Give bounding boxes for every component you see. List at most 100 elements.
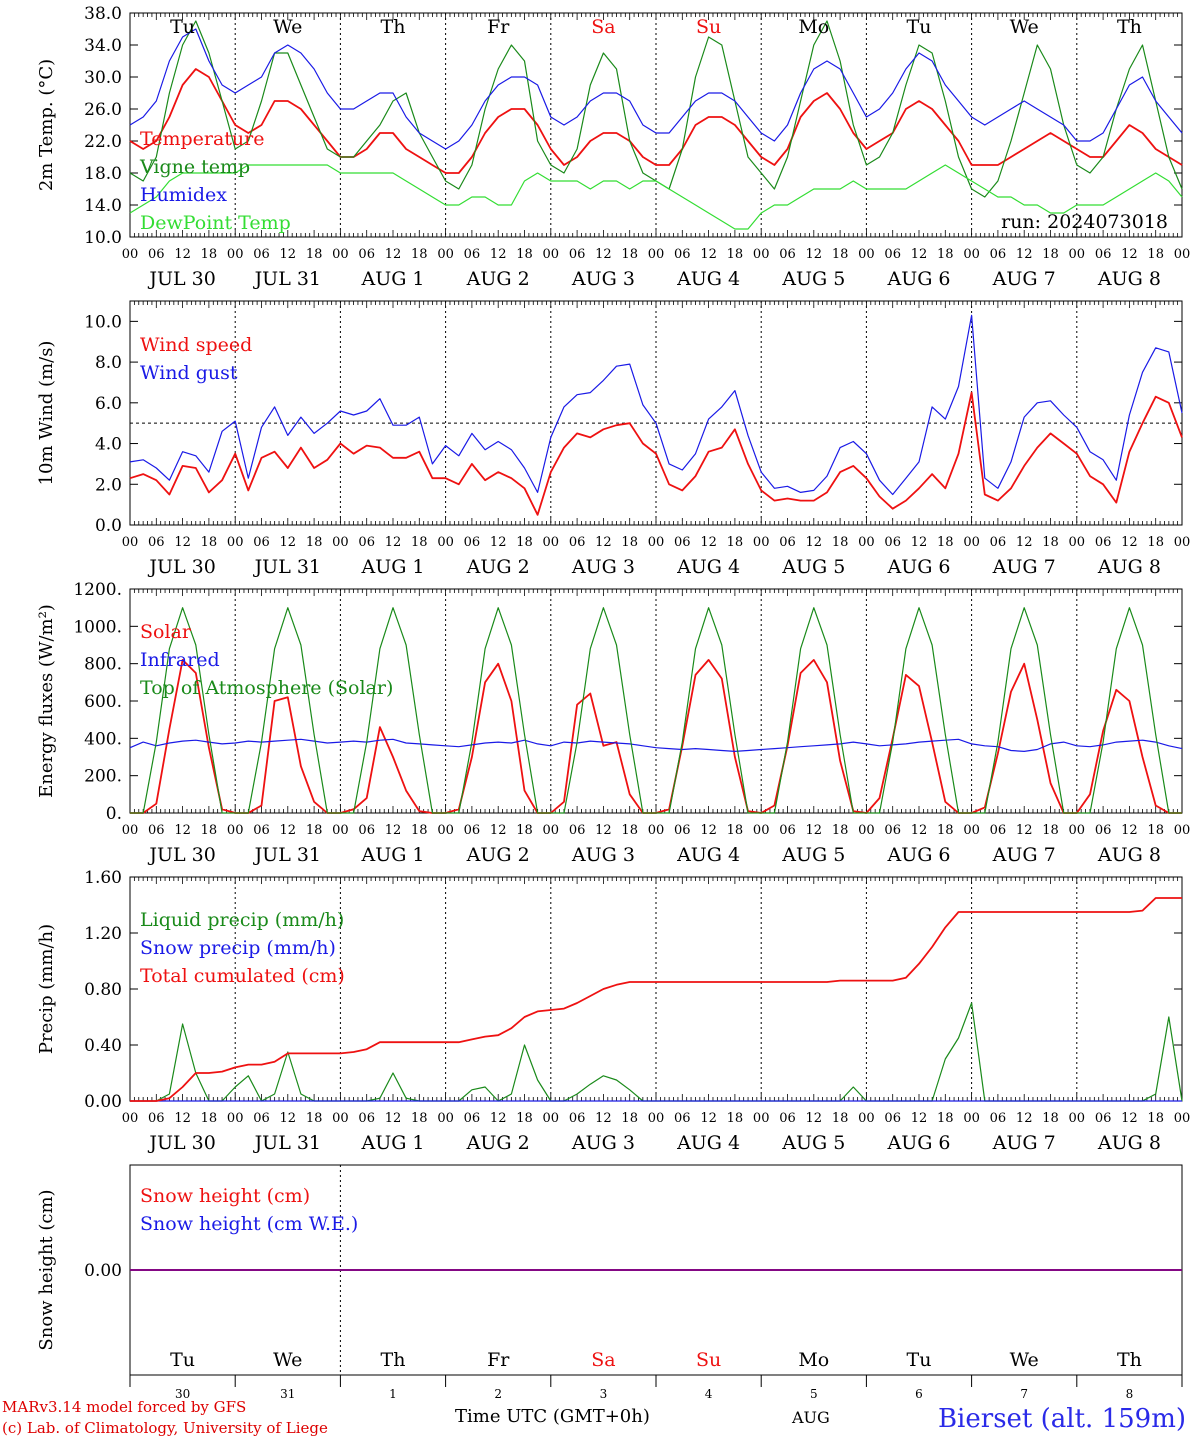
- x-hour-label: 00: [332, 247, 349, 262]
- x-hour-label: 18: [937, 1111, 954, 1126]
- x-hour-label: 12: [280, 1111, 297, 1126]
- y-tick-label: 0.: [106, 804, 122, 824]
- x-hour-label: 06: [148, 247, 165, 262]
- x-hour-label: 00: [1069, 247, 1086, 262]
- x-hour-label: 00: [963, 823, 980, 838]
- weekday-label: Su: [696, 16, 721, 38]
- legend-entry: DewPoint Temp: [140, 212, 291, 234]
- x-hour-label: 18: [621, 535, 638, 550]
- legend-entry: Wind speed: [140, 334, 252, 356]
- x-hour-label: 00: [543, 535, 560, 550]
- x-hour-label: 18: [1042, 1111, 1059, 1126]
- x-hour-label: 18: [411, 1111, 428, 1126]
- y-tick-label: 18.0: [84, 164, 122, 184]
- x-hour-label: 06: [674, 823, 691, 838]
- x-hour-label: 00: [753, 247, 770, 262]
- x-hour-label: 18: [411, 247, 428, 262]
- x-day-label: JUL 30: [147, 268, 215, 290]
- x-hour-label: 00: [1069, 823, 1086, 838]
- series-line: [129, 314, 1183, 496]
- x-hour-label: 18: [201, 823, 218, 838]
- y-tick-label: 10.0: [84, 228, 122, 248]
- x-hour-label: 12: [490, 1111, 507, 1126]
- series-line: [130, 607, 1182, 814]
- x-hour-label: 12: [1016, 823, 1033, 838]
- x-day-label: AUG 3: [571, 844, 635, 866]
- x-day-label: AUG 1: [360, 268, 424, 290]
- x-hour-label: 18: [832, 535, 849, 550]
- legend-entry: Snow precip (mm/h): [140, 937, 336, 959]
- x-hour-label: 12: [700, 1111, 717, 1126]
- x-hour-label: 06: [569, 1111, 586, 1126]
- x-hour-label: 00: [753, 1111, 770, 1126]
- x-hour-label: 12: [806, 1111, 823, 1126]
- x-hour-label: 12: [385, 823, 402, 838]
- x-day-label: JUL 30: [147, 1132, 215, 1154]
- x-hour-label: 00: [753, 535, 770, 550]
- x-hour-label: 00: [543, 1111, 560, 1126]
- x-hour-label: 06: [253, 535, 270, 550]
- x-day-label: AUG 2: [466, 556, 530, 578]
- y-tick-label: 8.0: [95, 353, 122, 373]
- x-hour-label: 18: [937, 823, 954, 838]
- x-hour-label: 06: [148, 1111, 165, 1126]
- x-day-label: AUG 8: [1097, 1132, 1161, 1154]
- x-hour-label: 18: [1147, 823, 1164, 838]
- run-label: run: 2024073018: [1001, 211, 1168, 233]
- x-hour-label: 18: [306, 1111, 323, 1126]
- x-hour-label: 06: [253, 1111, 270, 1126]
- x-hour-label: 00: [858, 823, 875, 838]
- x-hour-label: 18: [411, 823, 428, 838]
- x-day-label: AUG 6: [886, 556, 950, 578]
- legend-entry: Solar: [140, 621, 192, 643]
- x-hour-label: 12: [700, 247, 717, 262]
- x-hour-label: 00: [437, 247, 454, 262]
- y-tick-label: 0.80: [84, 980, 122, 1000]
- x-hour-label: 00: [648, 535, 665, 550]
- x-hour-label: 00: [1174, 535, 1191, 550]
- legend-entry: Snow height (cm): [140, 1185, 310, 1207]
- y-axis-title: 2m Temp. (°C): [36, 59, 57, 191]
- x-day-label: AUG 3: [571, 268, 635, 290]
- x-hour-label: 06: [253, 247, 270, 262]
- x-hour-label: 12: [1121, 823, 1138, 838]
- x-hour-label: 12: [174, 823, 191, 838]
- weekday-label: Th: [381, 16, 406, 38]
- y-axis-title: Energy fluxes (W/m²): [36, 604, 57, 798]
- y-tick-label: 1200.: [73, 580, 122, 600]
- x-hour-label: 12: [385, 1111, 402, 1126]
- x-hour-label: 12: [174, 535, 191, 550]
- x-hour-label: 00: [963, 535, 980, 550]
- x-hour-label: 06: [1095, 247, 1112, 262]
- x-hour-label: 00: [122, 535, 139, 550]
- x-hour-label: 18: [832, 823, 849, 838]
- day-number-label: 2: [494, 1387, 502, 1401]
- y-tick-label: 800.: [84, 655, 122, 675]
- x-day-label: AUG 6: [886, 1132, 950, 1154]
- x-hour-label: 12: [595, 535, 612, 550]
- x-hour-label: 06: [358, 247, 375, 262]
- x-hour-label: 18: [306, 247, 323, 262]
- x-hour-label: 12: [700, 535, 717, 550]
- series-line: [130, 897, 1182, 1102]
- weekday-label: We: [273, 1349, 302, 1371]
- x-day-label: AUG 8: [1097, 556, 1161, 578]
- x-day-label: AUG 3: [571, 556, 635, 578]
- x-hour-label: 00: [1069, 1111, 1086, 1126]
- x-hour-label: 06: [674, 535, 691, 550]
- y-tick-label: 0.00: [84, 1092, 122, 1112]
- x-hour-label: 18: [516, 823, 533, 838]
- x-day-label: JUL 30: [147, 556, 215, 578]
- day-number-label: 7: [1020, 1387, 1028, 1401]
- x-hour-label: 00: [963, 247, 980, 262]
- x-day-label: AUG 4: [676, 844, 740, 866]
- x-hour-label: 06: [990, 247, 1007, 262]
- y-tick-label: 22.0: [84, 132, 122, 152]
- x-hour-label: 06: [1095, 823, 1112, 838]
- x-hour-label: 18: [1147, 535, 1164, 550]
- x-hour-label: 12: [1016, 247, 1033, 262]
- y-tick-label: 38.0: [84, 4, 122, 24]
- y-tick-label: 1.20: [84, 924, 122, 944]
- x-day-label: AUG 4: [676, 268, 740, 290]
- y-tick-label: 1000.: [73, 617, 122, 637]
